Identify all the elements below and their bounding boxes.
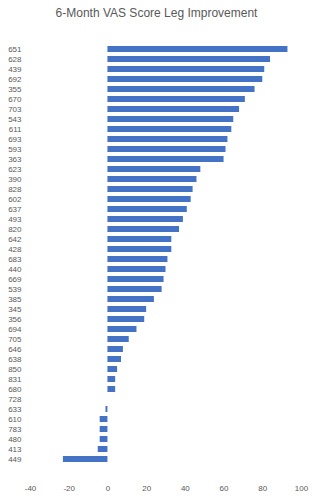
svg-text:493: 493 xyxy=(8,215,22,224)
svg-text:428: 428 xyxy=(8,245,22,254)
svg-text:439: 439 xyxy=(8,65,22,74)
svg-text:633: 633 xyxy=(8,405,22,414)
svg-text:646: 646 xyxy=(8,345,22,354)
svg-text:694: 694 xyxy=(8,325,22,334)
svg-text:610: 610 xyxy=(8,415,22,424)
svg-text:692: 692 xyxy=(8,75,22,84)
svg-text:623: 623 xyxy=(8,165,22,174)
svg-text:40: 40 xyxy=(181,484,190,493)
svg-text:413: 413 xyxy=(8,445,22,454)
svg-text:669: 669 xyxy=(8,275,22,284)
svg-text:642: 642 xyxy=(8,235,22,244)
svg-text:390: 390 xyxy=(8,175,22,184)
svg-text:831: 831 xyxy=(8,375,22,384)
svg-text:449: 449 xyxy=(8,455,22,464)
svg-text:703: 703 xyxy=(8,105,22,114)
svg-text:783: 783 xyxy=(8,425,22,434)
svg-text:593: 593 xyxy=(8,145,22,154)
svg-text:850: 850 xyxy=(8,365,22,374)
svg-text:683: 683 xyxy=(8,255,22,264)
svg-text:20: 20 xyxy=(142,484,151,493)
svg-text:-20: -20 xyxy=(63,484,75,493)
svg-text:651: 651 xyxy=(8,45,22,54)
svg-text:628: 628 xyxy=(8,55,22,64)
svg-text:828: 828 xyxy=(8,185,22,194)
svg-text:480: 480 xyxy=(8,435,22,444)
svg-text:637: 637 xyxy=(8,205,22,214)
svg-text:440: 440 xyxy=(8,265,22,274)
svg-text:611: 611 xyxy=(9,125,22,134)
svg-text:355: 355 xyxy=(8,85,22,94)
svg-text:0: 0 xyxy=(106,484,111,493)
svg-text:680: 680 xyxy=(8,385,22,394)
svg-text:602: 602 xyxy=(8,195,22,204)
svg-text:80: 80 xyxy=(258,484,267,493)
svg-text:100: 100 xyxy=(295,484,309,493)
svg-text:670: 670 xyxy=(8,95,22,104)
svg-text:820: 820 xyxy=(8,225,22,234)
svg-text:363: 363 xyxy=(8,155,22,164)
svg-text:539: 539 xyxy=(8,285,22,294)
svg-text:-40: -40 xyxy=(25,484,37,493)
svg-text:543: 543 xyxy=(8,115,22,124)
svg-text:705: 705 xyxy=(8,335,22,344)
svg-text:345: 345 xyxy=(8,305,22,314)
svg-text:356: 356 xyxy=(8,315,22,324)
svg-text:385: 385 xyxy=(8,295,22,304)
svg-text:60: 60 xyxy=(220,484,229,493)
svg-text:638: 638 xyxy=(8,355,22,364)
svg-text:728: 728 xyxy=(8,395,22,404)
svg-text:693: 693 xyxy=(8,135,22,144)
html-text:6-Month VAS Score Leg Improvem: 6-Month VAS Score Leg Improvement xyxy=(55,6,258,20)
